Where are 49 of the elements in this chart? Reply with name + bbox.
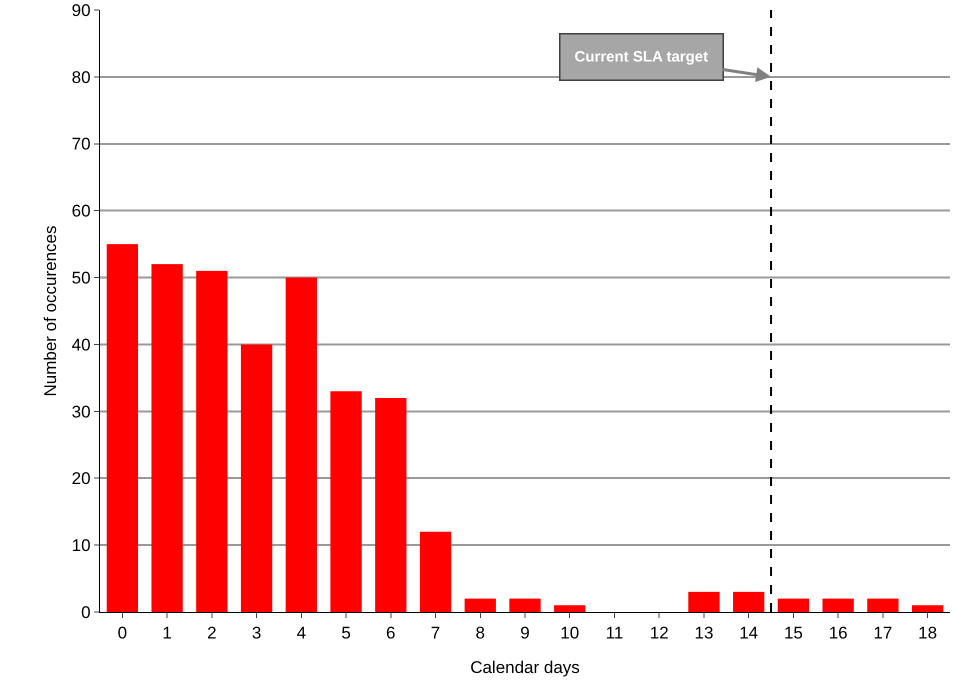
bar	[688, 592, 720, 612]
bar	[151, 264, 183, 612]
y-axis-title: Number of occurences	[41, 225, 60, 397]
x-tick-label: 1	[162, 623, 172, 642]
bar	[240, 344, 272, 612]
x-tick-label: 17	[873, 623, 892, 642]
y-tick-label: 60	[72, 202, 91, 221]
y-tick-label: 10	[72, 536, 91, 556]
x-tick-label: 12	[650, 623, 669, 642]
x-tick-label: 9	[520, 623, 530, 642]
x-tick-label: 18	[918, 623, 938, 642]
bar	[778, 598, 810, 612]
bar	[554, 605, 586, 612]
x-axis-title: Calendar days	[470, 658, 580, 677]
x-tick-label: 10	[560, 623, 580, 642]
y-tick-label: 20	[72, 469, 91, 488]
bar	[464, 598, 496, 612]
x-tick-label: 11	[606, 623, 624, 642]
bar	[420, 532, 452, 612]
y-tick-label: 70	[72, 134, 91, 154]
x-tick-label: 6	[386, 623, 396, 642]
bar	[509, 598, 541, 612]
x-tick-label: 5	[341, 623, 351, 642]
bar	[912, 605, 944, 612]
y-tick-label: 50	[72, 268, 91, 288]
y-tick-label: 90	[72, 0, 91, 20]
y-tick-label: 30	[72, 402, 91, 422]
bar	[106, 244, 138, 612]
bar	[196, 270, 228, 612]
x-tick-label: 15	[784, 623, 803, 642]
x-tick-label: 0	[118, 623, 128, 642]
x-tick-label: 2	[207, 623, 217, 642]
y-tick-label: 80	[72, 68, 91, 87]
bar	[822, 598, 854, 612]
x-tick-label: 14	[739, 623, 758, 642]
ref-line-label: Current SLA target	[574, 48, 708, 66]
bar	[867, 598, 899, 612]
bar	[733, 592, 764, 612]
x-tick-label: 4	[296, 623, 306, 642]
y-tick-label: 40	[72, 335, 91, 354]
y-tick-label: 0	[81, 602, 91, 622]
bar	[286, 278, 317, 612]
x-tick-label: 16	[828, 623, 848, 642]
x-tick-label: 3	[252, 623, 262, 642]
x-tick-label: 13	[694, 623, 714, 642]
x-tick-label: 7	[430, 623, 440, 642]
bar	[330, 391, 362, 612]
x-tick-label: 8	[476, 623, 485, 642]
bar	[375, 398, 406, 612]
